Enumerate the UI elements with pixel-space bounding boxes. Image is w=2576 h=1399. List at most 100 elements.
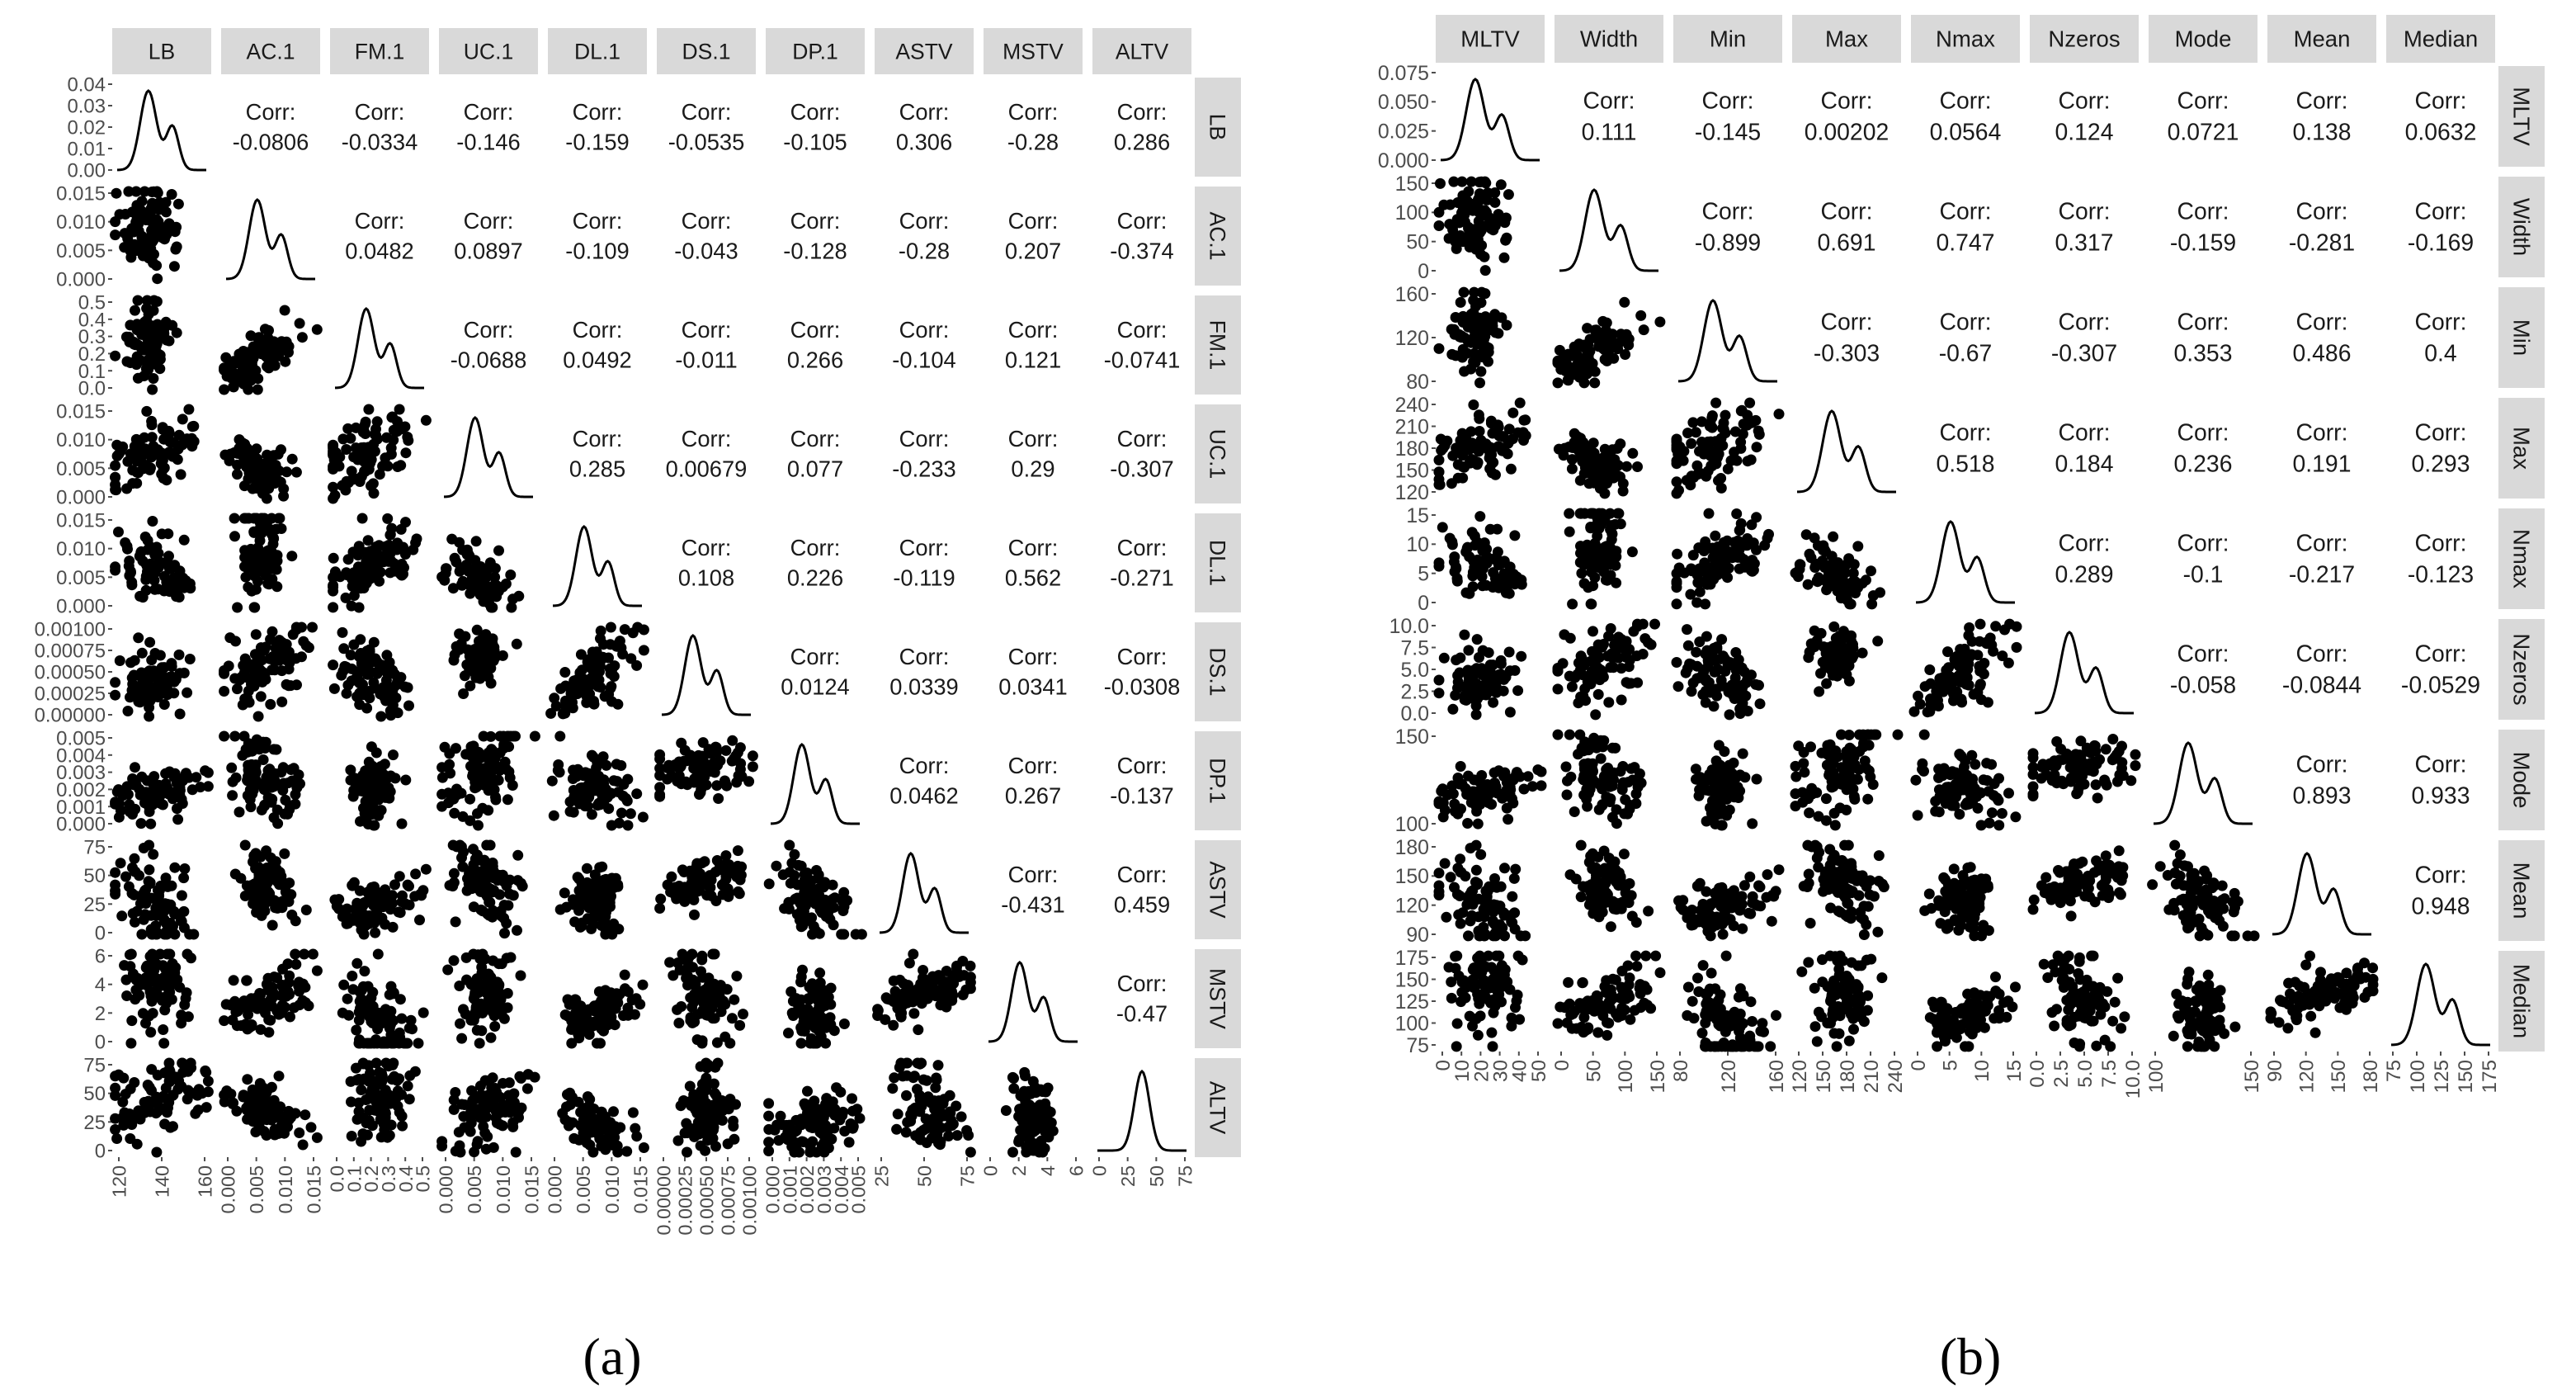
b-ytick-label: 80 [1406,371,1429,394]
a-scatter-point [402,1080,413,1092]
a-scatter-point [219,686,230,697]
a-scatter-point [228,975,239,986]
a-scatter-point [484,896,496,908]
a-corr-prefix: Corr: [1008,317,1059,343]
a-scatter-point [114,655,125,666]
a-cell-uc-1-astv: Corr:-0.233 [875,404,974,503]
a-scatter-point [348,785,360,796]
a-scatter-point [265,698,276,710]
a-scatter-point [510,1146,521,1158]
a-scatter-point [458,1004,469,1015]
a-scatter-point [367,760,378,772]
a-scatter-point [113,448,125,460]
a-cell-ac-1-lb [110,186,184,285]
a-scatter-point [499,928,510,939]
a-scatter-point [471,1024,483,1036]
a-xtick-label: 0.005 [848,1165,870,1214]
a-scatter-point [126,887,138,899]
a-scatter-point [129,866,140,877]
a-scatter-point [1026,1145,1038,1156]
a-cell-lb-mstv: Corr:-0.28 [984,78,1083,177]
a-scatter-point [673,1018,685,1028]
a-corr-prefix: Corr: [899,535,950,560]
a-scatter-point [229,531,240,542]
a-scatter-point [611,759,622,770]
a-scatter-point [239,839,251,851]
a-scatter-point [395,523,407,535]
a-corr-value: -0.137 [1110,782,1173,808]
a-scatter-point [328,683,340,694]
a-cell-lb-dl-1: Corr:-0.159 [548,78,647,177]
a-scatter-point [736,861,748,872]
a-scatter-point [441,563,451,574]
a-scatter-point [110,1113,121,1124]
a-scatter-point [158,1024,169,1035]
a-scatter-point [471,624,483,636]
a-scatter-point [465,588,476,599]
a-cell-lb-lb [117,89,206,172]
a-scatter-point [625,808,636,820]
a-scatter-point [146,995,158,1007]
a-row-label-ac-1: AC.1 [1205,212,1230,261]
a-corr-value: 0.0341 [998,674,1068,699]
a-scatter-point [838,1019,850,1029]
b-corr-prefix: Corr: [2177,88,2229,115]
a-scatter-point [263,1014,275,1025]
a-ytick-label: 0.005 [56,567,106,589]
a-corr-prefix: Corr: [790,535,841,560]
b-cell-min-median: Corr:0.4 [2386,287,2495,388]
a-xtick-label: 160 [195,1165,216,1198]
a-scatter-point [129,1077,140,1088]
a-scatter-point [446,533,458,545]
b-corr-value: -0.899 [1695,229,1761,256]
a-corr-prefix: Corr: [246,99,296,125]
a-scatter-point [573,1028,584,1040]
a-scatter-point [245,330,257,342]
b-cell-width-width [1559,188,1658,272]
a-scatter-point [442,964,454,976]
a-scatter-point [110,350,121,362]
a-scatter-point [502,794,513,806]
b-scatter-point [1514,397,1526,409]
a-scatter-point [345,764,356,776]
a-scatter-point [178,872,190,884]
a-scatter-point [691,886,703,897]
a-scatter-point [131,1138,143,1150]
a-scatter-point [132,295,144,306]
a-scatter-point [146,432,158,443]
b-scatter-point [1505,463,1517,475]
b-scatter-point [1433,220,1445,231]
b-corr-value: 0.0564 [1930,119,2002,145]
a-scatter-point [480,858,491,869]
a-scatter-point [385,448,397,460]
a-scatter-point [167,1089,178,1101]
a-cell-uc-1-dp-1: Corr:0.077 [766,404,865,503]
a-scatter-point [113,784,125,796]
a-scatter-point [111,187,122,199]
a-corr-prefix: Corr: [464,208,514,234]
a-corr-prefix: Corr: [1117,426,1168,451]
a-corr-value: 0.0897 [454,238,523,263]
a-ytick-label: 0.00075 [35,640,106,663]
a-scatter-point [469,782,481,794]
a-scatter-point [229,447,240,458]
a-scatter-point [400,774,412,786]
b-cell-min-min [1678,299,1777,383]
b-ytick-label: 120 [1395,328,1429,350]
a-scatter-point [391,1075,403,1086]
a-cell-ac-1-mstv: Corr:0.207 [984,187,1083,286]
a-corr-panel [875,731,974,830]
a-scatter-point [250,365,262,376]
a-cell-dl-1-lb [110,516,196,603]
a-scatter-point [342,993,353,1004]
a-scatter-point [257,780,268,792]
a-scatter-point [696,954,708,966]
a-scatter-point [110,216,121,228]
a-scatter-point [442,787,454,799]
a-scatter-point [228,381,239,393]
a-scatter-point [889,985,901,997]
a-scatter-point [512,924,522,936]
a-scatter-point [819,879,831,891]
a-corr-value: 0.562 [1005,565,1061,590]
a-xtick-label: 0.000 [436,1165,457,1214]
